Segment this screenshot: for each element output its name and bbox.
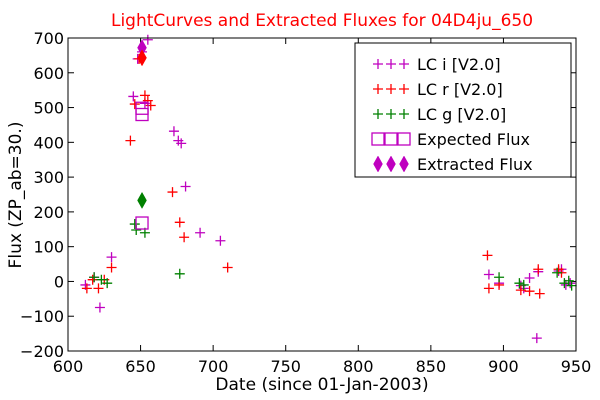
data-point [167,187,178,198]
data-point [179,232,190,243]
y-tick-label: 200 [33,203,64,222]
plot-frame [67,37,577,352]
y-tick-label: −100 [20,307,64,326]
legend-marker [386,59,396,69]
data-point [222,262,233,273]
legend-marker [373,59,383,69]
data-point [89,272,100,283]
legend-marker [373,155,383,173]
data-point [533,264,544,275]
data-point [87,274,98,285]
y-axis-label: Flux (ZP_ab=30.) [6,122,26,269]
x-tick-label: 700 [198,357,229,376]
data-point [559,278,570,289]
legend-marker [399,84,409,94]
legend-marker [373,109,383,119]
x-tick-label: 600 [53,357,84,376]
legend-marker [399,155,409,173]
series-1 [81,53,567,299]
series-4 [137,39,147,209]
series-3 [135,101,149,230]
legend-marker [386,84,396,94]
legend-marker [399,59,409,69]
legend-label: LC r [V2.0] [417,80,503,99]
x-tick-label: 650 [125,357,156,376]
data-point [174,217,185,228]
data-point [142,34,153,45]
legend-marker [399,109,409,119]
x-tick-label: 800 [343,357,374,376]
data-point [102,278,113,289]
x-tick-label: 900 [488,357,519,376]
legend-marker [397,132,411,146]
data-point [215,235,226,246]
data-point [515,285,526,296]
data-point [125,135,136,146]
data-point [531,333,542,344]
data-point [482,250,493,261]
data-point [483,269,494,280]
data-point [180,181,191,192]
data-point [552,267,563,278]
legend-marker [386,155,396,173]
legend-marker [386,109,396,119]
x-axis-label: Date (since 01-Jan-2003) [215,375,428,395]
series-2 [89,219,577,291]
data-point [137,191,147,209]
data-point [94,302,105,313]
y-tick-label: 500 [33,99,64,118]
y-tick-label: 700 [33,29,64,48]
data-point [524,286,535,297]
data-point [135,216,149,230]
data-point [483,283,494,294]
data-point [128,91,139,102]
legend-marker [371,132,385,146]
data-point [139,90,150,101]
y-tick-label: 300 [33,168,64,187]
data-point [176,138,187,149]
data-point [514,278,525,289]
data-point [96,274,107,285]
data-point [494,272,505,283]
chart-title: LightCurves and Extracted Fluxes for 04D… [111,11,533,31]
data-point [566,280,577,291]
x-tick-label: 750 [270,357,301,376]
y-tick-label: 400 [33,133,64,152]
data-point [129,99,140,110]
y-tick-label: 0 [54,272,64,291]
x-tick-label: 950 [561,357,592,376]
data-point [129,219,140,230]
legend-label: Expected Flux [417,130,530,149]
data-point [174,268,185,279]
data-point [81,283,92,294]
legend-label: LC g [V2.0] [417,105,506,124]
data-point [93,283,104,294]
data-point [106,252,117,263]
legend-label: LC i [V2.0] [417,55,501,74]
x-tick-label: 850 [416,357,447,376]
data-point [135,101,149,115]
y-tick-label: 100 [33,238,64,257]
data-point [534,288,545,299]
legend-marker [373,84,383,94]
data-point [518,279,529,290]
legend-label: Extracted Flux [417,155,533,174]
y-tick-label: −200 [20,342,64,361]
data-point [168,126,179,137]
data-point [195,227,206,238]
data-point [106,262,117,273]
y-tick-label: 600 [33,64,64,83]
data-point [524,272,535,283]
legend-marker [384,132,398,146]
data-point [137,49,147,67]
